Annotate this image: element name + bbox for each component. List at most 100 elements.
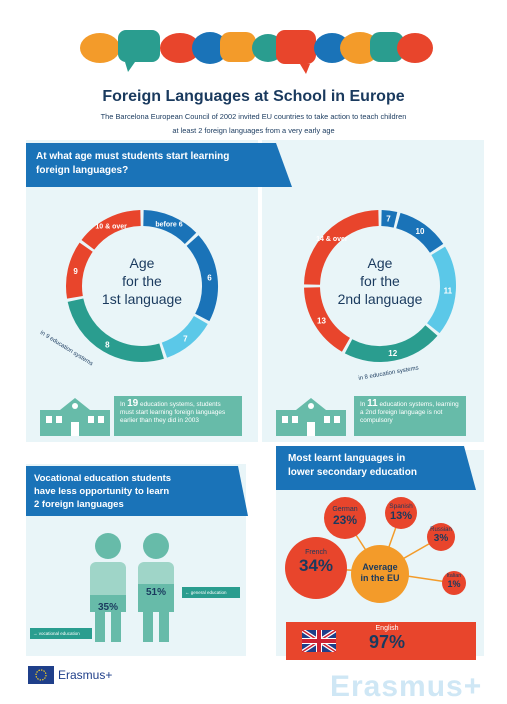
italian-label: Italian 1% [438,573,470,589]
english-value: 97% [368,632,406,652]
german-bubble [324,497,366,539]
ring1-center-line-3: 1st language [101,291,183,307]
russian-name: Russian [430,527,452,533]
ring2-segment-label-0: 7 [386,215,391,224]
vocational-education-tag: → vocational education [30,628,92,639]
ring1-info-number: 19 [127,398,139,409]
english-name: English [375,625,399,632]
age-panel-left [26,140,258,442]
french-name: French [305,549,327,556]
spanish-label: Spanish 13% [381,503,421,522]
page-subtitle: The Barcelona European Council of 2002 i… [60,110,447,138]
subtitle-line-1: The Barcelona European Council of 2002 i… [100,112,407,121]
age-banner-line-2: foreign languages? [36,165,129,176]
age-banner: At what age must students start learning… [36,150,266,178]
spanish-bubble [385,497,417,529]
vocational-student-icon [90,533,126,642]
speech-bubbles-decoration [80,30,433,74]
ring1-segment-3 [67,298,164,362]
languages-banner-line-1: Most learnt languages in [288,453,406,464]
ring2-center-line-3: 2nd language [337,291,423,307]
vocational-banner-line-2: have less opportunity to learn [34,486,170,497]
french-bubble [285,537,347,599]
ring1-segment-2 [161,315,208,358]
eu-flag-icon [28,666,54,684]
ring1-segment-label-1: 6 [207,273,212,282]
ring1-center-label: Age for the 1st language [92,254,192,308]
ring1-center-line-2: for the [122,273,162,289]
russian-label: Russian 3% [423,527,459,544]
student-figures-icon [90,533,174,642]
ring1-segment-5 [81,210,142,250]
ring2-segment-4 [304,287,351,352]
russian-value: 3% [433,533,449,544]
subtitle-line-2: at least 2 foreign languages from a very… [172,126,335,135]
ring1-segment-label-3: 8 [105,341,110,350]
ring2-segment-1 [395,212,444,254]
vocational-banner-line-3: 2 foreign languages [34,499,124,510]
ring1-segment-label-0: before 6 [155,222,182,229]
german-name: German [332,506,358,513]
german-label: German 23% [320,506,370,527]
german-value: 23% [332,513,358,527]
school-building-icon [40,398,110,436]
ring1-segment-label-4: 9 [73,267,78,276]
italian-bubble [442,571,466,595]
average-eu-label: Average in the EU [347,562,413,584]
ring1-center-line-1: Age [129,255,155,271]
vocational-banner: Vocational education students have less … [34,472,234,511]
ring2-center-line-1: Age [367,255,393,271]
ring2-segment-label-1: 10 [416,227,425,236]
languages-bubble-chart [285,497,466,603]
ring2-segment-3 [344,325,438,362]
ring2-center-line-2: for the [360,273,400,289]
ring1-info-box: In 19 education systems, students must s… [114,396,242,436]
ring2-center-label: Age for the 2nd language [330,254,430,308]
ring1-segment-1 [186,235,218,322]
french-value: 34% [298,556,334,575]
erasmus-logo-text: Erasmus+ [58,668,113,682]
ring2-info-number: 11 [367,398,378,409]
ring2-info-box: In 11 education systems, learning a 2nd … [354,396,466,436]
ring1-segment-label-2: 7 [183,334,188,343]
ring1-segment-0 [142,210,197,245]
uk-flag-icon [302,630,336,652]
age-ring-2nd-language: 7 10 11 12 13 14 & over [304,210,456,362]
page-title: Foreign Languages at School in Europe [102,88,405,105]
average-eu-line-2: in the EU [360,573,400,583]
ring2-segment-label-3: 12 [388,349,397,358]
general-student-icon [138,533,174,642]
italian-value: 1% [447,579,461,589]
languages-banner-line-2: lower secondary education [288,467,417,478]
speech-bubble-icon [80,30,433,74]
vocational-banner-shape [26,466,248,516]
spanish-name: Spanish [389,503,413,510]
vocational-banner-line-1: Vocational education students [34,473,172,484]
age-banner-shape [26,143,292,187]
age-ring-1st-language: before 6 6 7 8 9 10 & over [66,210,218,362]
ring2-segment-label-2: 11 [444,286,453,295]
french-label: French 34% [286,549,346,576]
italian-name: Italian [446,573,462,579]
average-eu-line-1: Average [362,562,398,572]
ring2-segment-0 [381,210,398,228]
school-building-icon [276,398,346,436]
general-percentage: 51% [145,587,166,598]
spanish-value: 13% [389,510,413,522]
ring1-segment-4 [66,242,93,299]
languages-banner: Most learnt languages in lower secondary… [288,452,468,480]
ring2-segment-2 [426,246,456,334]
vocational-percentage: 35% [97,602,118,613]
ring2-segment-label-5: 14 & over [316,236,348,243]
russian-bubble [427,523,455,551]
erasmus-watermark: Erasmus+ [330,670,483,703]
general-education-tag: ← general education [182,587,240,598]
age-banner-line-1: At what age must students start learning [36,151,230,162]
ring2-info-text: education systems, learning a 2nd foreig… [360,401,459,424]
ring2-segment-label-4: 13 [317,317,326,326]
average-eu-bubble [351,545,409,603]
ring2-segment-5 [304,210,379,285]
languages-banner-shape [276,446,476,490]
ring1-segment-label-5: 10 & over [95,223,127,230]
english-label: English 97% [352,625,422,653]
